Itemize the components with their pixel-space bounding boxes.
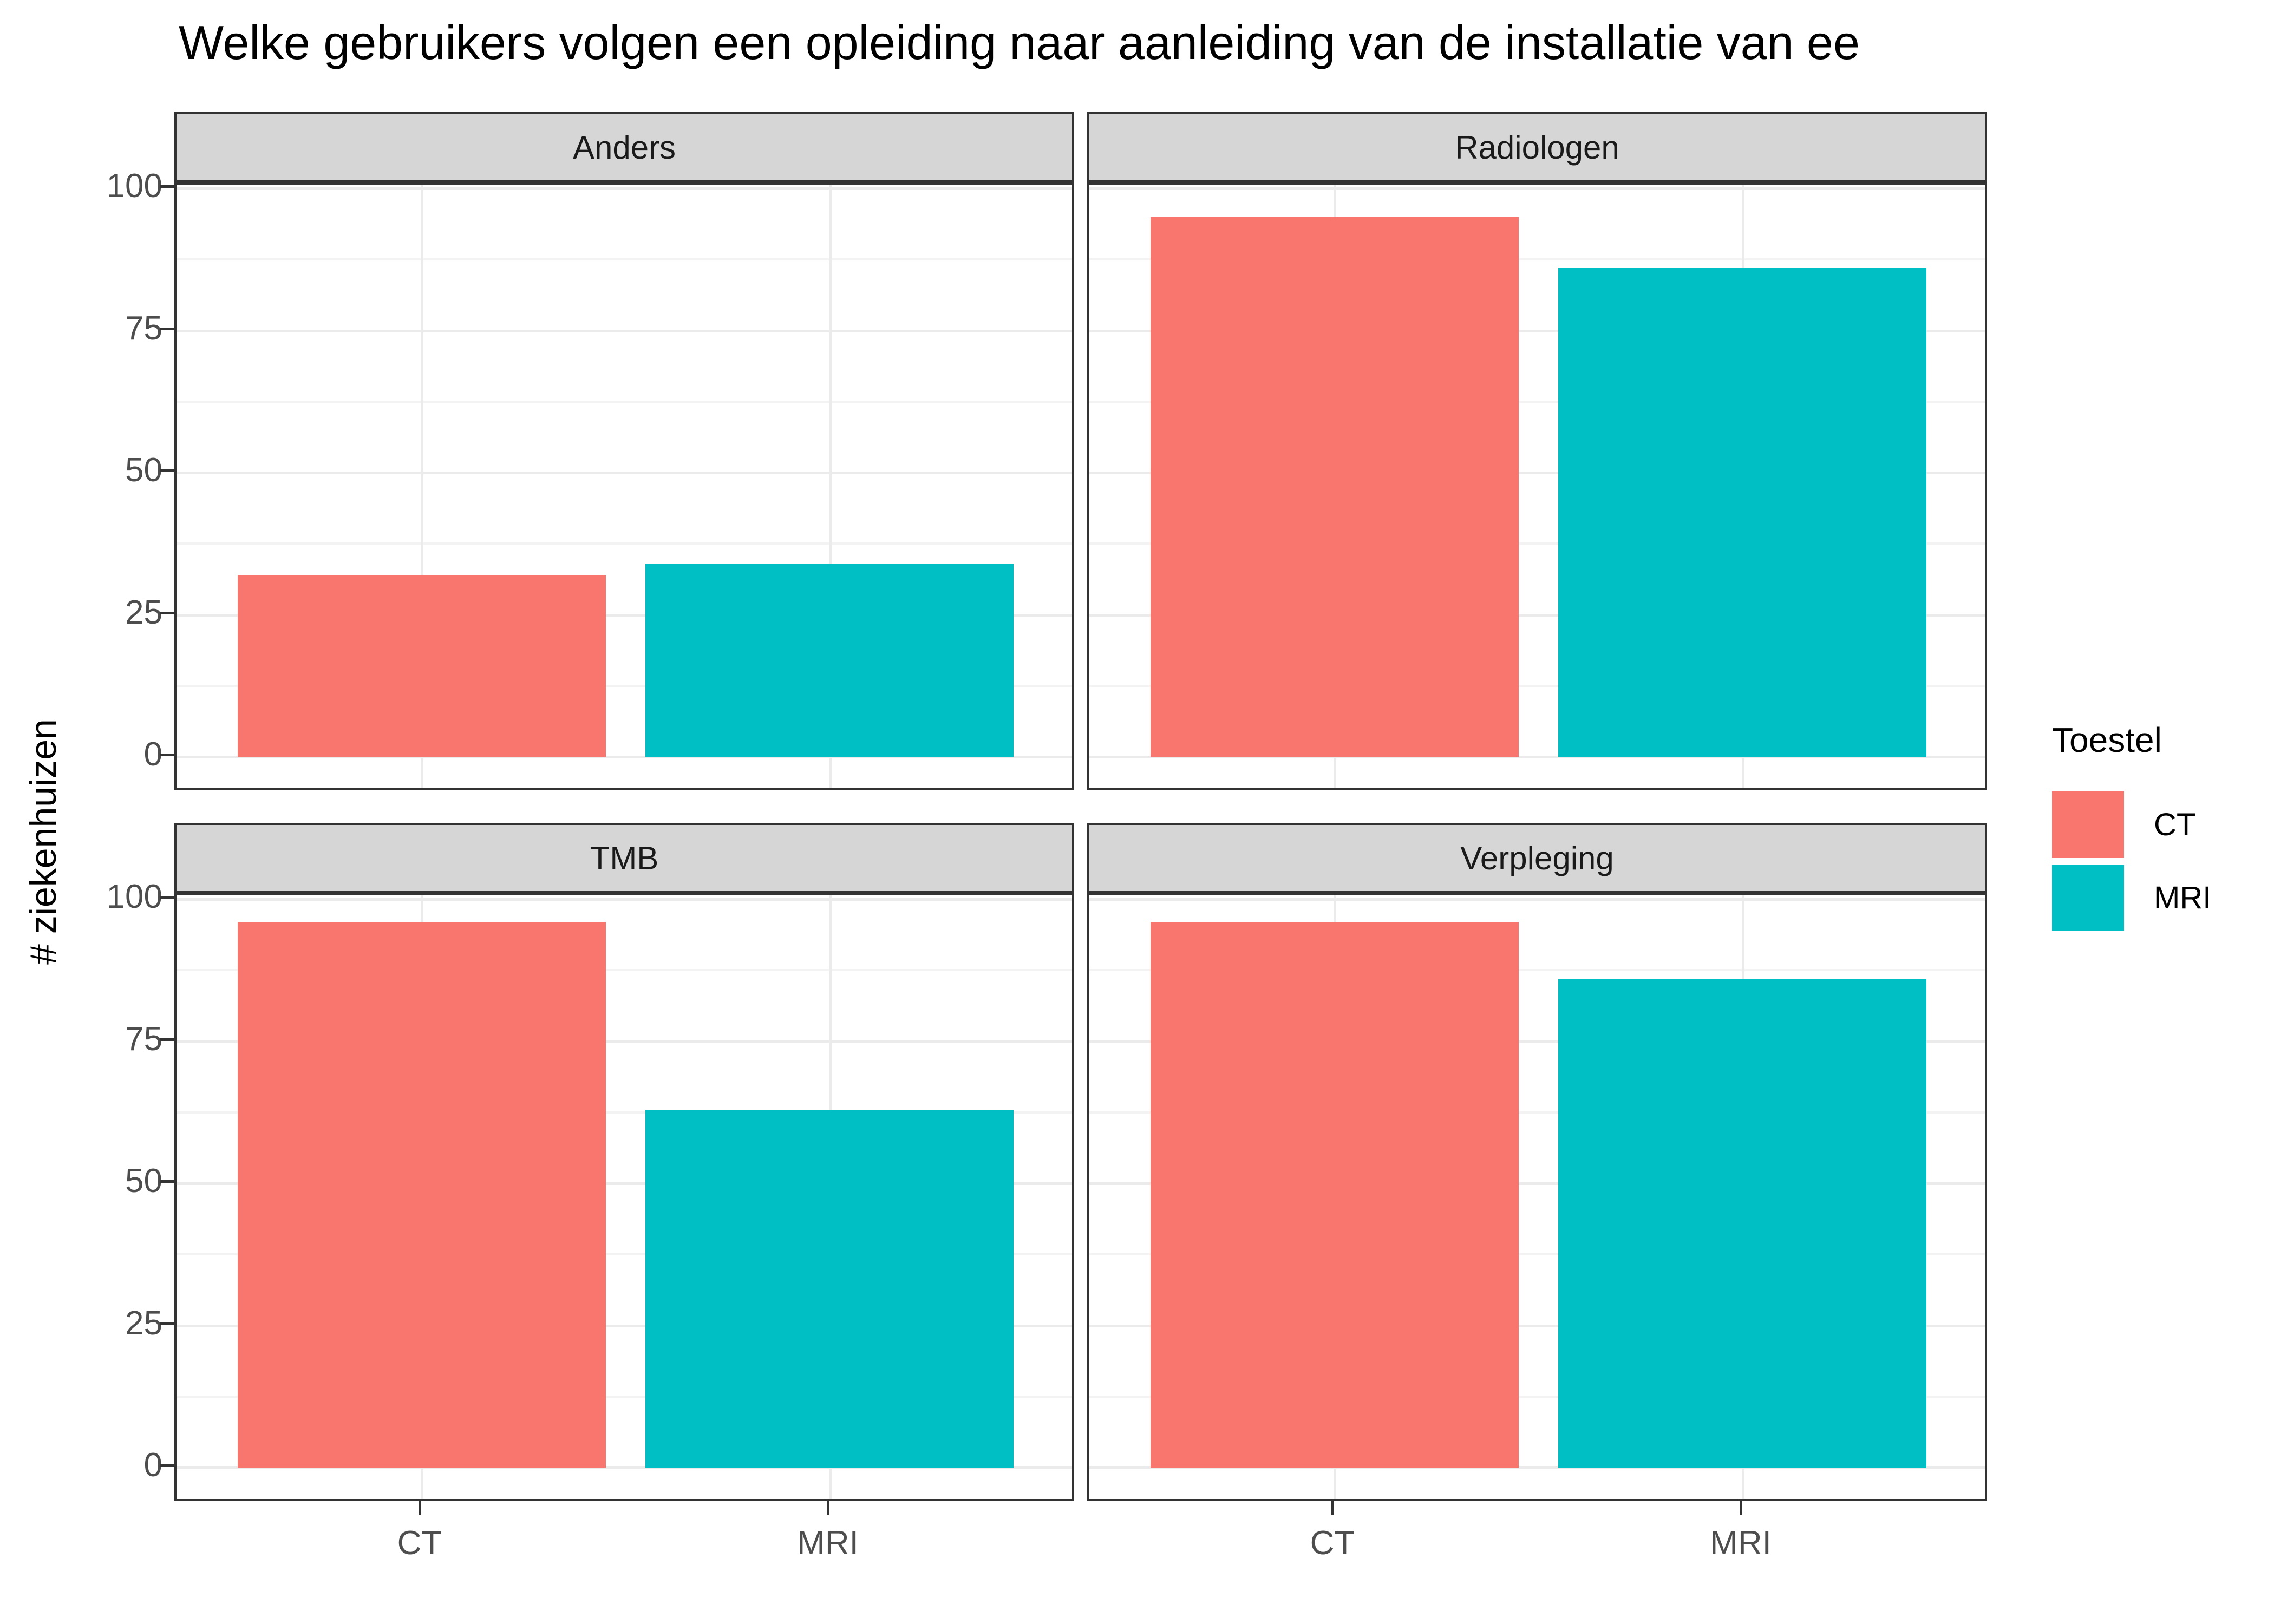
y-tick-mark bbox=[160, 1038, 174, 1041]
bar-ct-tmb bbox=[238, 922, 606, 1468]
y-tick-label: 75 bbox=[125, 309, 162, 347]
gridline-major bbox=[177, 1040, 1072, 1043]
gridline-minor bbox=[1089, 969, 1985, 972]
gridline-minor bbox=[1089, 1253, 1985, 1256]
gridline-major bbox=[177, 329, 1072, 332]
facet-strip-anders: Anders bbox=[174, 112, 1074, 182]
y-tick-label: 75 bbox=[125, 1020, 162, 1058]
bar-mri-tmb bbox=[645, 1109, 1014, 1468]
gridline-minor bbox=[177, 684, 1072, 687]
x-tick-label: MRI bbox=[1710, 1524, 1772, 1562]
bar-mri-anders bbox=[645, 564, 1014, 757]
y-tick-mark bbox=[160, 611, 174, 614]
gridline-minor bbox=[177, 1253, 1072, 1256]
bar-mri-verpleging bbox=[1558, 979, 1926, 1468]
gridline-minor bbox=[177, 969, 1072, 972]
gridline-major bbox=[177, 756, 1072, 758]
gridline-minor bbox=[177, 400, 1072, 403]
gridline-major bbox=[1089, 898, 1985, 901]
y-tick-mark bbox=[160, 1464, 174, 1467]
legend-item-mri: MRI bbox=[2052, 865, 2211, 931]
y-tick-label: 25 bbox=[125, 593, 162, 631]
legend-label: MRI bbox=[2154, 880, 2212, 915]
y-tick-mark bbox=[160, 327, 174, 330]
gridline-minor bbox=[1089, 400, 1985, 403]
y-tick-label: 0 bbox=[143, 1446, 162, 1484]
gridline-major bbox=[1089, 187, 1985, 190]
facet-strip-label: TMB bbox=[590, 840, 659, 876]
legend-swatch-mri bbox=[2052, 865, 2124, 931]
facet-panel-tmb bbox=[174, 893, 1074, 1501]
gridline-major bbox=[1089, 613, 1985, 617]
y-tick-mark bbox=[160, 1180, 174, 1183]
gridline-major bbox=[1089, 1466, 1985, 1469]
gridline-minor bbox=[1089, 542, 1985, 545]
page-title: Welke gebruikers volgen een opleiding na… bbox=[179, 16, 1860, 69]
gridline-major bbox=[177, 1182, 1072, 1185]
y-tick-label: 50 bbox=[125, 1162, 162, 1200]
gridline-vertical bbox=[829, 185, 832, 788]
legend-title: Toestel bbox=[2052, 721, 2162, 759]
facet-panel-verpleging bbox=[1087, 893, 1987, 1501]
gridline-minor bbox=[1089, 1111, 1985, 1114]
y-axis-title-text: # ziekenhuizen bbox=[23, 719, 64, 965]
bar-ct-anders bbox=[238, 575, 606, 757]
bar-ct-radiologen bbox=[1151, 217, 1519, 757]
y-tick-mark bbox=[160, 185, 174, 188]
gridline-major bbox=[1089, 1182, 1985, 1185]
gridline-major bbox=[1089, 472, 1985, 474]
gridline-major bbox=[177, 898, 1072, 901]
facet-strip-label: Verpleging bbox=[1460, 840, 1614, 876]
gridline-major bbox=[1089, 329, 1985, 332]
gridline-major bbox=[177, 472, 1072, 474]
gridline-major bbox=[177, 613, 1072, 617]
y-tick-label: 50 bbox=[125, 451, 162, 489]
x-tick-mark bbox=[419, 1501, 421, 1515]
facet-strip-verpleging: Verpleging bbox=[1087, 823, 1987, 893]
gridline-minor bbox=[177, 1395, 1072, 1398]
gridline-major bbox=[1089, 756, 1985, 758]
y-tick-mark bbox=[160, 469, 174, 472]
gridline-major bbox=[177, 187, 1072, 190]
gridline-minor bbox=[177, 1111, 1072, 1114]
x-tick-mark bbox=[827, 1501, 829, 1515]
legend: Toestel CT MRI bbox=[2052, 720, 2211, 938]
legend-swatch-ct bbox=[2052, 791, 2124, 858]
y-tick-label: 100 bbox=[106, 167, 162, 205]
gridline-major bbox=[177, 1324, 1072, 1327]
bar-ct-verpleging bbox=[1151, 922, 1519, 1468]
x-tick-label: CT bbox=[397, 1524, 442, 1562]
y-tick-label: 100 bbox=[106, 878, 162, 915]
facet-strip-radiologen: Radiologen bbox=[1087, 112, 1987, 182]
x-tick-label: MRI bbox=[797, 1524, 859, 1562]
gridline-major bbox=[1089, 1324, 1985, 1327]
facet-strip-label: Anders bbox=[572, 129, 676, 166]
y-tick-label: 25 bbox=[125, 1304, 162, 1342]
x-tick-label: CT bbox=[1310, 1524, 1355, 1562]
x-tick-mark bbox=[1331, 1501, 1334, 1515]
y-tick-label: 0 bbox=[143, 736, 162, 773]
legend-label: CT bbox=[2154, 807, 2196, 842]
gridline-major bbox=[1089, 1040, 1985, 1043]
y-tick-mark bbox=[160, 754, 174, 756]
gridline-minor bbox=[1089, 258, 1985, 261]
bar-mri-radiologen bbox=[1558, 268, 1926, 757]
facet-panel-anders bbox=[174, 182, 1074, 790]
gridline-minor bbox=[177, 542, 1072, 545]
gridline-major bbox=[177, 1466, 1072, 1469]
x-tick-mark bbox=[1740, 1501, 1742, 1515]
facet-strip-tmb: TMB bbox=[174, 823, 1074, 893]
gridline-minor bbox=[1089, 1395, 1985, 1398]
y-tick-mark bbox=[160, 896, 174, 899]
legend-item-ct: CT bbox=[2052, 791, 2211, 858]
facet-panel-radiologen bbox=[1087, 182, 1987, 790]
gridline-minor bbox=[1089, 684, 1985, 687]
y-tick-mark bbox=[160, 1322, 174, 1325]
facet-strip-label: Radiologen bbox=[1455, 129, 1619, 166]
gridline-vertical bbox=[421, 185, 423, 788]
gridline-minor bbox=[177, 258, 1072, 261]
